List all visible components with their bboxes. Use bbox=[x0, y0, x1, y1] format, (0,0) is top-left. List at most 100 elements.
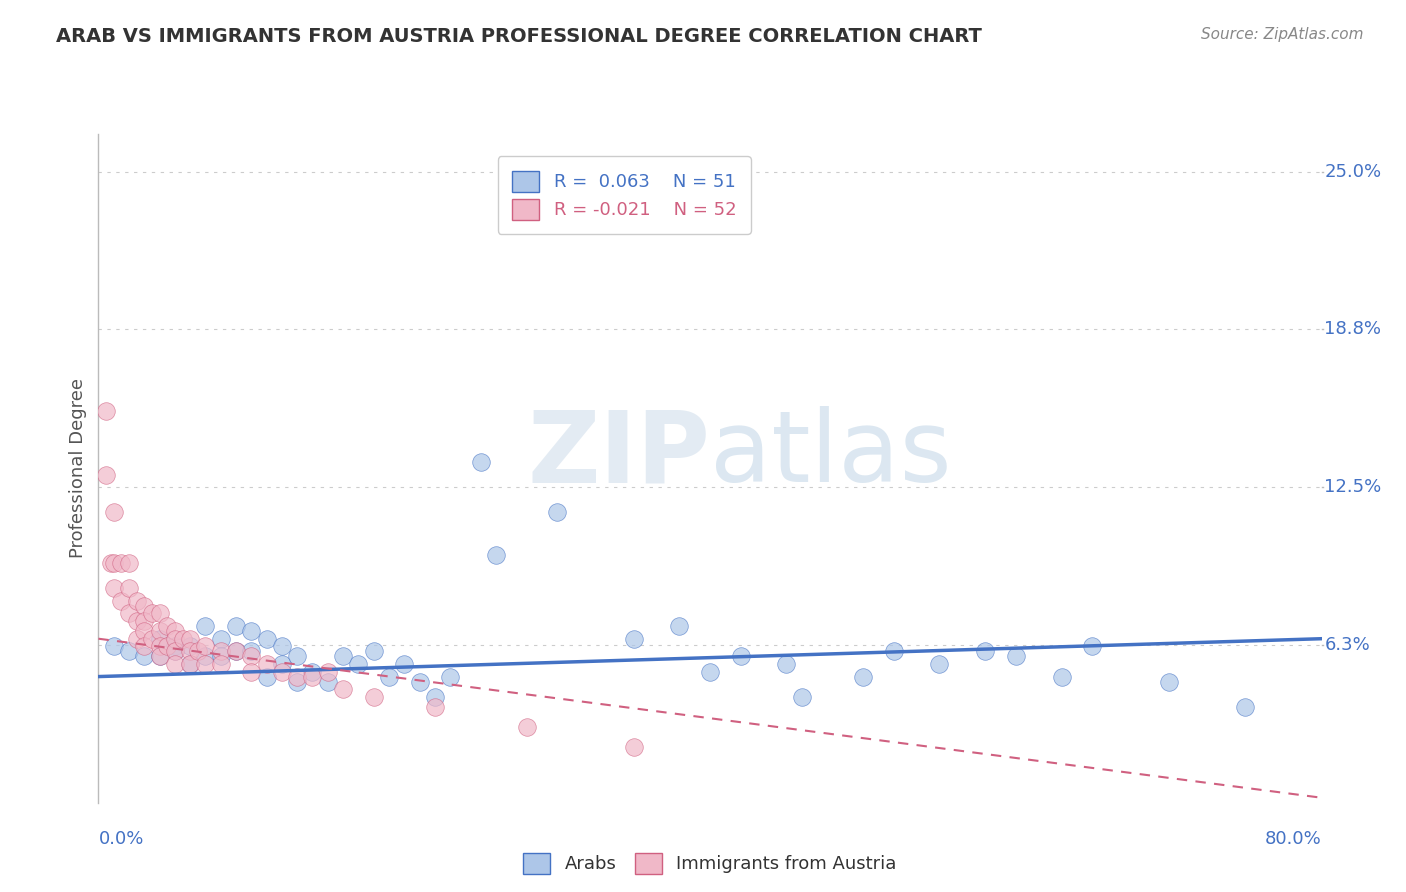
Y-axis label: Professional Degree: Professional Degree bbox=[69, 378, 87, 558]
Point bbox=[285, 674, 308, 689]
Legend: Arabs, Immigrants from Austria: Arabs, Immigrants from Austria bbox=[516, 846, 904, 880]
Point bbox=[103, 581, 125, 595]
Point bbox=[316, 665, 339, 679]
Point bbox=[209, 644, 232, 658]
Point bbox=[156, 619, 179, 633]
Point bbox=[179, 644, 201, 658]
Point bbox=[163, 657, 186, 671]
Point bbox=[363, 644, 385, 658]
Point bbox=[156, 640, 179, 654]
Point bbox=[392, 657, 416, 671]
Point bbox=[194, 657, 217, 671]
Point bbox=[852, 669, 875, 683]
Point bbox=[187, 644, 209, 658]
Point bbox=[118, 581, 141, 595]
Point bbox=[163, 640, 186, 654]
Point bbox=[546, 506, 568, 520]
Point bbox=[240, 665, 263, 679]
Point bbox=[179, 632, 201, 646]
Point bbox=[240, 649, 263, 664]
Point bbox=[668, 619, 690, 633]
Point bbox=[347, 657, 370, 671]
Point bbox=[775, 657, 797, 671]
Point bbox=[134, 649, 156, 664]
Point bbox=[149, 624, 172, 639]
Text: 18.8%: 18.8% bbox=[1324, 320, 1382, 338]
Point bbox=[225, 644, 247, 658]
Text: 6.3%: 6.3% bbox=[1324, 636, 1371, 654]
Point bbox=[134, 614, 156, 628]
Point bbox=[125, 594, 148, 608]
Point bbox=[285, 649, 308, 664]
Point bbox=[94, 467, 117, 482]
Point bbox=[423, 690, 446, 704]
Point bbox=[209, 632, 232, 646]
Text: 12.5%: 12.5% bbox=[1324, 478, 1382, 496]
Point bbox=[270, 657, 292, 671]
Point bbox=[470, 455, 492, 469]
Point bbox=[1004, 649, 1026, 664]
Point bbox=[141, 632, 163, 646]
Text: Source: ZipAtlas.com: Source: ZipAtlas.com bbox=[1201, 27, 1364, 42]
Point bbox=[974, 644, 997, 658]
Point bbox=[301, 669, 323, 683]
Point bbox=[134, 624, 156, 639]
Point bbox=[194, 640, 217, 654]
Point bbox=[194, 649, 217, 664]
Point bbox=[163, 644, 186, 658]
Point bbox=[100, 556, 122, 570]
Point bbox=[332, 649, 354, 664]
Point bbox=[363, 690, 385, 704]
Text: atlas: atlas bbox=[710, 407, 952, 503]
Point bbox=[378, 669, 401, 683]
Text: 25.0%: 25.0% bbox=[1324, 162, 1382, 181]
Point bbox=[134, 599, 156, 613]
Point bbox=[179, 640, 201, 654]
Point bbox=[439, 669, 461, 683]
Point bbox=[103, 506, 125, 520]
Text: 0.0%: 0.0% bbox=[98, 830, 143, 847]
Point bbox=[623, 740, 645, 755]
Point bbox=[172, 632, 194, 646]
Text: ZIP: ZIP bbox=[527, 407, 710, 503]
Point bbox=[163, 624, 186, 639]
Point bbox=[179, 657, 201, 671]
Point bbox=[240, 624, 263, 639]
Point bbox=[1234, 699, 1257, 714]
Point bbox=[149, 649, 172, 664]
Point bbox=[1157, 674, 1180, 689]
Text: 80.0%: 80.0% bbox=[1265, 830, 1322, 847]
Point bbox=[516, 720, 538, 734]
Point bbox=[209, 649, 232, 664]
Point bbox=[699, 665, 721, 679]
Point bbox=[149, 649, 172, 664]
Point bbox=[928, 657, 950, 671]
Point bbox=[408, 674, 430, 689]
Point bbox=[163, 632, 186, 646]
Point bbox=[103, 640, 125, 654]
Point bbox=[141, 607, 163, 621]
Point bbox=[256, 669, 278, 683]
Point bbox=[285, 669, 308, 683]
Text: ARAB VS IMMIGRANTS FROM AUSTRIA PROFESSIONAL DEGREE CORRELATION CHART: ARAB VS IMMIGRANTS FROM AUSTRIA PROFESSI… bbox=[56, 27, 983, 45]
Point bbox=[118, 556, 141, 570]
Point bbox=[179, 657, 201, 671]
Point bbox=[256, 657, 278, 671]
Point bbox=[194, 619, 217, 633]
Point bbox=[149, 632, 172, 646]
Point bbox=[623, 632, 645, 646]
Point bbox=[103, 556, 125, 570]
Point bbox=[332, 682, 354, 697]
Point bbox=[225, 644, 247, 658]
Point bbox=[125, 632, 148, 646]
Point bbox=[423, 699, 446, 714]
Point bbox=[134, 640, 156, 654]
Point bbox=[730, 649, 752, 664]
Point bbox=[149, 607, 172, 621]
Point bbox=[883, 644, 905, 658]
Point bbox=[1081, 640, 1104, 654]
Point bbox=[118, 607, 141, 621]
Point bbox=[94, 404, 117, 418]
Point bbox=[790, 690, 813, 704]
Point bbox=[209, 657, 232, 671]
